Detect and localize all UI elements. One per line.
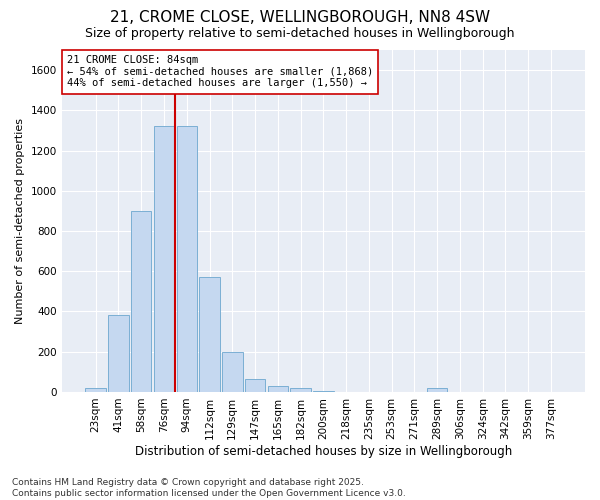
Bar [313, 391, 334, 392]
Bar [154, 126, 174, 392]
Text: 21, CROME CLOSE, WELLINGBOROUGH, NN8 4SW: 21, CROME CLOSE, WELLINGBOROUGH, NN8 4SW [110, 10, 490, 25]
Bar [176, 126, 197, 392]
Text: 21 CROME CLOSE: 84sqm
← 54% of semi-detached houses are smaller (1,868)
44% of s: 21 CROME CLOSE: 84sqm ← 54% of semi-deta… [67, 55, 373, 88]
X-axis label: Distribution of semi-detached houses by size in Wellingborough: Distribution of semi-detached houses by … [135, 444, 512, 458]
Bar [131, 211, 151, 392]
Bar [290, 388, 311, 392]
Bar [199, 278, 220, 392]
Text: Size of property relative to semi-detached houses in Wellingborough: Size of property relative to semi-detach… [85, 28, 515, 40]
Text: Contains HM Land Registry data © Crown copyright and database right 2025.
Contai: Contains HM Land Registry data © Crown c… [12, 478, 406, 498]
Bar [108, 314, 129, 392]
Bar [85, 388, 106, 392]
Bar [245, 379, 265, 392]
Bar [222, 352, 242, 392]
Bar [427, 388, 448, 392]
Y-axis label: Number of semi-detached properties: Number of semi-detached properties [15, 118, 25, 324]
Bar [268, 386, 288, 392]
